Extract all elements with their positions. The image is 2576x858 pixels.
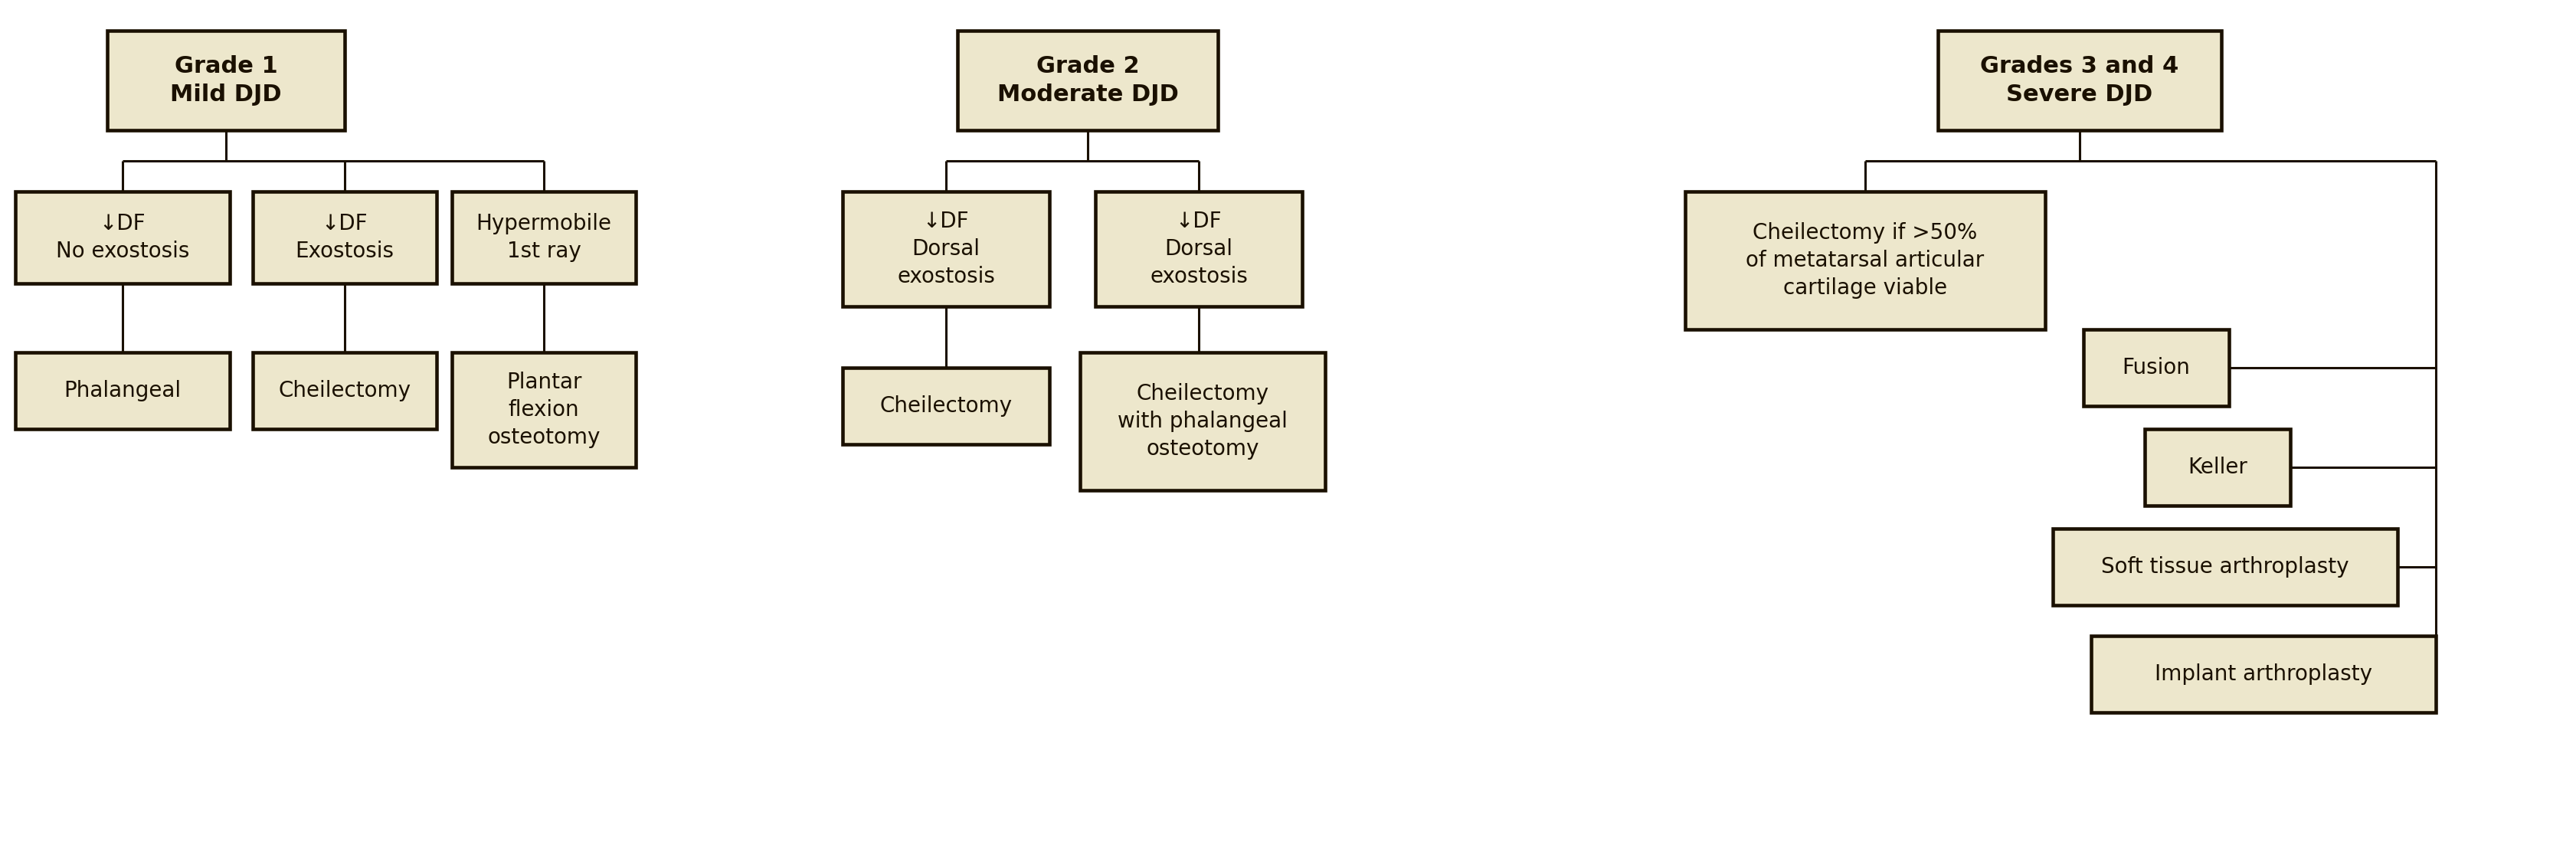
Text: Soft tissue arthroplasty: Soft tissue arthroplasty: [2102, 556, 2349, 577]
Text: Implant arthroplasty: Implant arthroplasty: [2154, 663, 2372, 685]
Text: Cheilectomy if >50%
of metatarsal articular
cartilage viable: Cheilectomy if >50% of metatarsal articu…: [1747, 222, 1984, 299]
Text: Plantar
flexion
osteotomy: Plantar flexion osteotomy: [487, 372, 600, 448]
FancyBboxPatch shape: [958, 31, 1218, 130]
FancyBboxPatch shape: [252, 353, 435, 429]
FancyBboxPatch shape: [15, 353, 229, 429]
FancyBboxPatch shape: [2053, 529, 2398, 605]
Text: Keller: Keller: [2187, 456, 2246, 478]
Text: Grade 1
Mild DJD: Grade 1 Mild DJD: [170, 55, 281, 106]
Text: Hypermobile
1st ray: Hypermobile 1st ray: [477, 213, 611, 262]
FancyBboxPatch shape: [842, 191, 1048, 306]
FancyBboxPatch shape: [1685, 191, 2045, 329]
FancyBboxPatch shape: [252, 191, 435, 283]
Text: ↓DF
Exostosis: ↓DF Exostosis: [296, 213, 394, 262]
Text: Grades 3 and 4
Severe DJD: Grades 3 and 4 Severe DJD: [1981, 55, 2179, 106]
Text: ↓DF
Dorsal
exostosis: ↓DF Dorsal exostosis: [896, 211, 994, 287]
Text: Phalangeal: Phalangeal: [64, 380, 180, 402]
Text: Fusion: Fusion: [2123, 357, 2190, 378]
Text: ↓DF
Dorsal
exostosis: ↓DF Dorsal exostosis: [1149, 211, 1247, 287]
FancyBboxPatch shape: [451, 353, 636, 468]
Text: ↓DF
No exostosis: ↓DF No exostosis: [57, 213, 191, 262]
Text: Cheilectomy
with phalangeal
osteotomy: Cheilectomy with phalangeal osteotomy: [1118, 384, 1288, 459]
Text: Cheilectomy: Cheilectomy: [278, 380, 412, 402]
FancyBboxPatch shape: [15, 191, 229, 283]
FancyBboxPatch shape: [451, 191, 636, 283]
FancyBboxPatch shape: [2084, 329, 2228, 406]
FancyBboxPatch shape: [1095, 191, 1303, 306]
FancyBboxPatch shape: [1079, 353, 1324, 490]
FancyBboxPatch shape: [108, 31, 345, 130]
Text: Grade 2
Moderate DJD: Grade 2 Moderate DJD: [997, 55, 1177, 106]
FancyBboxPatch shape: [1937, 31, 2221, 130]
Text: Cheilectomy: Cheilectomy: [881, 396, 1012, 417]
FancyBboxPatch shape: [2092, 636, 2437, 712]
FancyBboxPatch shape: [2146, 429, 2290, 505]
FancyBboxPatch shape: [842, 368, 1048, 444]
